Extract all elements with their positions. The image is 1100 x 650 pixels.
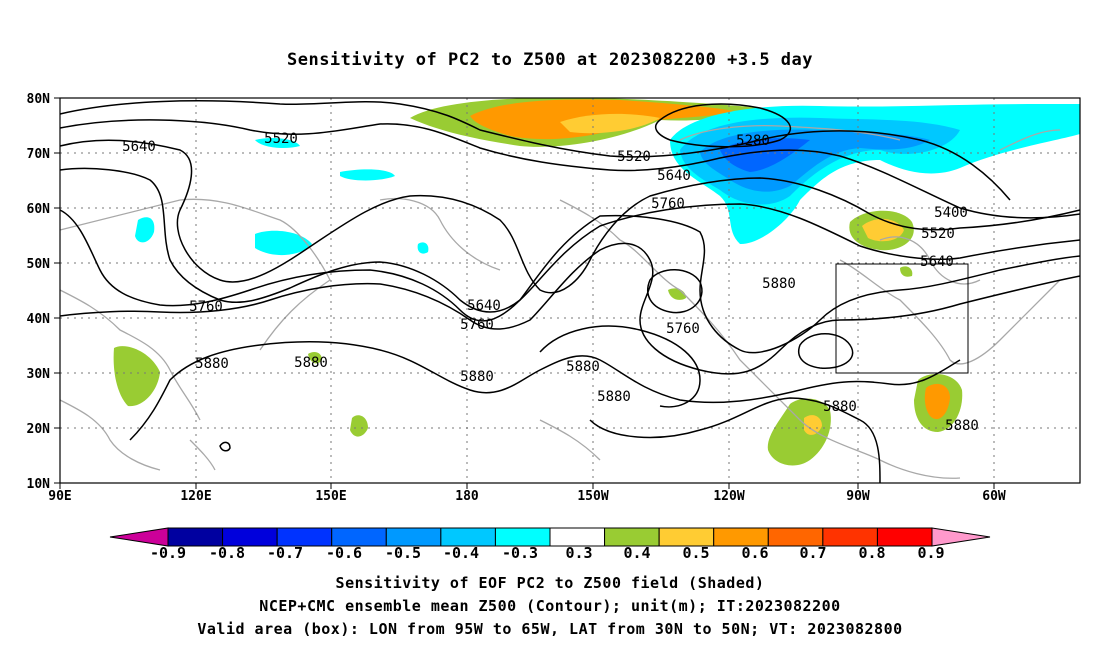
lon-label: 90W [846,489,870,504]
lon-label: 120W [713,489,744,504]
positive-patch-caribbean-core [924,383,950,420]
colorbar-label: -0.6 [326,544,362,562]
axis-ticks [54,97,995,489]
coastlines [59,124,1061,479]
contour-label: 5400 [934,205,968,221]
footer-line-2: NCEP+CMC ensemble mean Z500 (Contour); u… [259,597,841,615]
negative-patch-kamchatka [255,230,312,256]
positive-patch-mexico-core [804,415,822,435]
lat-label: 50N [27,257,51,272]
colorbar: -0.9 -0.8 -0.7 -0.6 -0.5 -0.4 -0.3 0.3 0… [109,527,991,562]
colorbar-label: -0.8 [209,544,245,562]
lat-label: 80N [27,92,51,107]
positive-patch-ryukyu [308,352,322,364]
longitude-labels: 90E 120E 150E 180 150W 120W 90W 60W [48,489,1006,504]
latitude-labels: 80N 70N 60N 50N 40N 30N 20N 10N [27,92,51,492]
z500-contours [59,100,1081,484]
colorbar-label: 0.4 [623,544,650,562]
lat-label: 20N [27,422,51,437]
footer-line-1: Sensitivity of EOF PC2 to Z500 field (Sh… [335,574,765,592]
colorbar-label: -0.3 [502,544,538,562]
lon-label: 120E [180,489,211,504]
contour-label: 5760 [460,317,494,333]
contour-label: 5880 [762,276,796,292]
lat-label: 60N [27,202,51,217]
lon-label: 60W [982,489,1006,504]
contour-label: 5760 [651,196,685,212]
colorbar-label: 0.8 [858,544,885,562]
positive-patch-hudson-core [862,218,904,242]
lon-label: 90E [48,489,71,504]
contour-label: 5520 [617,149,651,165]
contour-label: 5520 [921,226,955,242]
lat-label: 70N [27,147,51,162]
colorbar-labels: -0.9 -0.8 -0.7 -0.6 -0.5 -0.4 -0.3 0.3 0… [150,544,945,562]
lon-label: 180 [455,489,479,504]
contour-label: 5760 [666,321,700,337]
negative-patch-west [135,217,155,243]
contour-label: 5880 [597,389,631,405]
contour-labels: 5520 5640 5520 5280 5640 5760 5400 5520 … [122,131,979,434]
colorbar-label: -0.7 [267,544,303,562]
contour-label: 5640 [920,254,954,270]
contour-label: 5880 [823,399,857,415]
contour-label: 5640 [657,168,691,184]
contour-label: 5520 [264,131,298,147]
colorbar-label: -0.5 [385,544,421,562]
colorbar-label: 0.7 [799,544,826,562]
contour-label: 5880 [566,359,600,375]
colorbar-label: -0.4 [443,544,479,562]
colorbar-high-arrow [931,527,991,547]
valid-area-box [835,263,969,374]
negative-patch-alaska [417,242,429,254]
positive-patch-asia [113,346,160,407]
contour-label: 5880 [460,369,494,385]
lon-label: 150E [315,489,346,504]
contour-label: 5880 [294,355,328,371]
colorbar-label: -0.9 [150,544,186,562]
colorbar-label: 0.3 [565,544,592,562]
contour-label: 5760 [189,299,223,315]
footer-line-3: Valid area (box): LON from 95W to 65W, L… [197,620,903,638]
positive-patch-pacific [350,415,368,437]
contour-label: 5640 [122,139,156,155]
map-frame [59,97,1081,484]
lat-label: 10N [27,477,51,492]
colorbar-label: 0.5 [682,544,709,562]
colorbar-label: 0.6 [741,544,768,562]
lat-label: 40N [27,312,51,327]
positive-patch-mexico [767,398,831,466]
colorbar-cells [167,527,933,547]
contour-label: 5880 [945,418,979,434]
contour-label: 5640 [467,298,501,314]
negative-patch-siberia [255,138,300,148]
plot-title: Sensitivity of PC2 to Z500 at 2023082200… [286,50,813,70]
positive-region-arctic-mid [560,113,660,134]
colorbar-label: 0.9 [917,544,944,562]
contour-label: 5280 [736,133,770,149]
positive-patch-midwest [900,266,913,277]
lon-label: 150W [577,489,608,504]
negative-patch-bering [340,169,395,181]
contour-label: 5880 [195,356,229,372]
lat-label: 30N [27,367,51,382]
